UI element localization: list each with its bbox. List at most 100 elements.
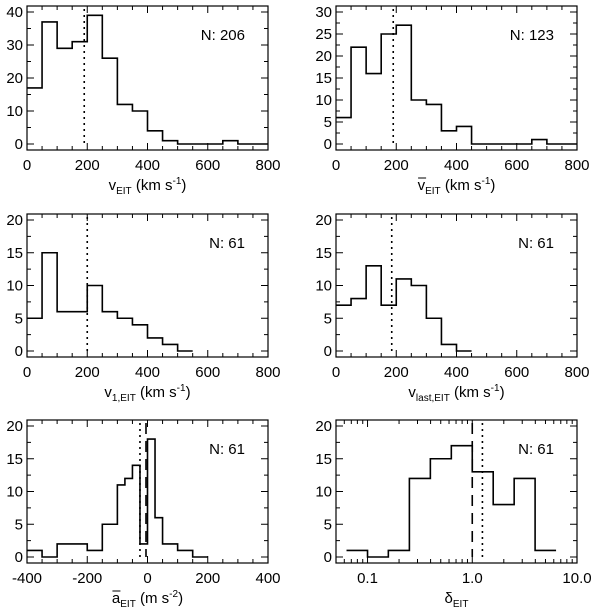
- histogram-bin: [366, 74, 381, 144]
- x-axis-unit: (km s: [132, 177, 173, 194]
- y-tick-label: 20: [6, 70, 23, 87]
- y-tick-label: 25: [315, 26, 332, 43]
- x-axis-unit-close: ): [490, 177, 495, 194]
- x-axis-symbol: v: [104, 384, 112, 401]
- histogram-bin: [426, 104, 441, 144]
- x-axis-label: vlast,EIT (km s-1): [408, 383, 504, 404]
- y-tick-label: 15: [6, 245, 23, 262]
- y-tick-label: 5: [15, 310, 23, 327]
- histogram-series: [27, 251, 193, 352]
- x-axis-unit-exponent: -1: [177, 383, 186, 394]
- x-tick-label: 800: [255, 157, 280, 174]
- x-axis-subscript: EIT: [453, 599, 469, 610]
- x-axis-unit-close: ): [178, 590, 183, 607]
- x-tick-label: 0: [332, 364, 340, 381]
- x-axis-subscript: EIT: [425, 186, 441, 197]
- histogram-bin: [57, 544, 72, 557]
- histogram-bin: [132, 111, 147, 144]
- histogram-bin: [132, 465, 140, 557]
- x-axis-subscript: EIT: [120, 599, 136, 610]
- histogram-bin: [87, 15, 102, 144]
- x-axis-unit-exponent: -2: [169, 589, 178, 600]
- y-tick-label: 10: [315, 484, 332, 501]
- histogram-bin: [163, 544, 178, 557]
- x-axis-subscript: 1,EIT: [112, 393, 136, 404]
- y-tick-label: 0: [15, 549, 23, 566]
- y-tick-label: 20: [315, 212, 332, 229]
- x-tick-label: 800: [255, 364, 280, 381]
- histogram-bin: [351, 299, 366, 351]
- y-tick-label: 10: [315, 92, 332, 109]
- y-tick-label: 10: [6, 103, 23, 120]
- y-tick-label: 0: [15, 136, 23, 153]
- x-tick-label: 0: [143, 570, 151, 587]
- x-axis-label: vEIT (km s-1): [109, 176, 187, 197]
- histogram-bin: [441, 344, 456, 351]
- histogram-bin: [411, 100, 426, 144]
- histogram-bin: [42, 253, 57, 351]
- x-tick-label: 400: [135, 364, 160, 381]
- histogram-bin: [396, 279, 411, 351]
- histogram-series: [346, 444, 557, 558]
- y-tick-label: 5: [324, 310, 332, 327]
- x-axis-label: aEIT (m s-2): [112, 589, 183, 610]
- histogram-bin: [72, 544, 87, 557]
- x-axis-unit-close: ): [500, 384, 505, 401]
- x-tick-label: 800: [564, 364, 589, 381]
- histogram-bin: [148, 439, 156, 557]
- histogram-bin: [441, 131, 456, 144]
- histogram-bin: [493, 505, 514, 557]
- histogram-bin: [27, 550, 42, 557]
- x-axis-symbol: v: [109, 177, 117, 194]
- x-axis-unit-close: ): [186, 384, 191, 401]
- x-axis-label: vEIT (km s-1): [418, 176, 496, 197]
- histogram-bin: [87, 286, 102, 352]
- x-tick-label: 0.1: [357, 570, 378, 587]
- histogram-bin: [411, 286, 426, 352]
- x-tick-label: 0: [23, 157, 31, 174]
- x-tick-label: -400: [12, 570, 42, 587]
- y-tick-label: 20: [315, 48, 332, 65]
- x-axis-unit: (km s: [136, 384, 177, 401]
- x-tick-label: 600: [195, 364, 220, 381]
- x-axis-label: δEIT: [445, 590, 469, 610]
- x-tick-label: 10.0: [562, 570, 591, 587]
- histogram-bin: [148, 338, 163, 351]
- histogram-bin: [102, 312, 117, 351]
- x-tick-label: 600: [195, 157, 220, 174]
- y-tick-label: 5: [15, 516, 23, 533]
- x-axis-label: v1,EIT (km s-1): [104, 383, 190, 404]
- x-axis-unit: (km s: [450, 384, 491, 401]
- panel-e: 0 5 10 15 20 -400 -200 0 200 400 N: 61 aEIT (m s-2): [6, 418, 280, 610]
- y-tick-label: 15: [6, 451, 23, 468]
- n-count-label: N: 61: [518, 235, 554, 252]
- x-tick-label: 1.0: [462, 570, 483, 587]
- histogram-bin: [102, 524, 117, 557]
- y-tick-label: 20: [315, 418, 332, 435]
- histogram-bin: [396, 25, 411, 144]
- x-tick-label: 600: [504, 364, 529, 381]
- histogram-bin: [178, 550, 193, 557]
- x-tick-label: 400: [444, 364, 469, 381]
- panel-b: 0 5 10 15 20 25 30 0 200 400 600 800 N: 123 vEIT (km …: [315, 4, 589, 197]
- histogram-series: [27, 438, 208, 558]
- histogram-bin: [72, 312, 87, 351]
- histogram-bin: [457, 126, 472, 144]
- y-tick-label: 15: [315, 245, 332, 262]
- histogram-bin: [163, 344, 178, 351]
- x-tick-label: 400: [255, 570, 280, 587]
- n-count-label: N: 61: [518, 441, 554, 458]
- n-count-label: N: 61: [209, 235, 245, 252]
- x-tick-label: 0: [23, 364, 31, 381]
- x-axis-symbol: v: [418, 177, 426, 194]
- histogram-bin: [514, 478, 535, 557]
- histogram-bin: [426, 318, 441, 351]
- x-axis-symbol: δ: [445, 590, 453, 607]
- histogram-series: [336, 265, 472, 352]
- histogram-bin: [117, 485, 125, 557]
- x-axis-unit-exponent: -1: [172, 176, 181, 187]
- y-tick-label: 15: [315, 451, 332, 468]
- x-axis-symbol: v: [408, 384, 416, 401]
- y-tick-label: 5: [324, 114, 332, 131]
